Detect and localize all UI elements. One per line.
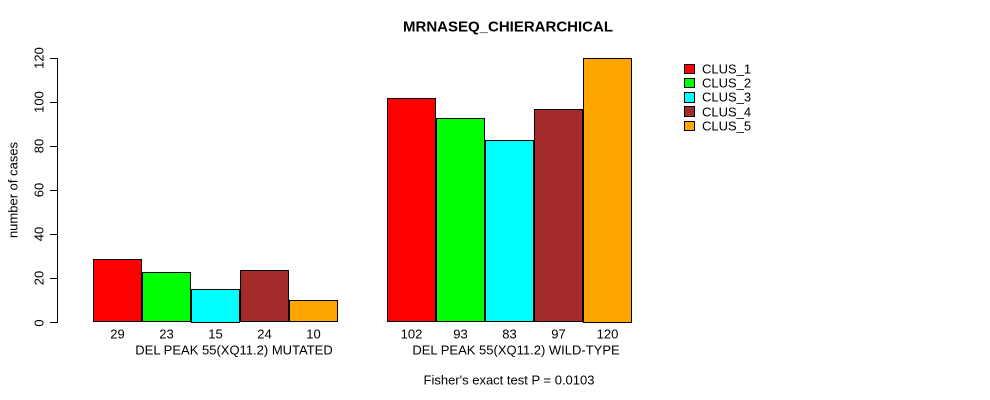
bar-clus_5-group1 <box>289 300 338 323</box>
legend-label: CLUS_3 <box>702 89 752 105</box>
legend-label: CLUS_2 <box>702 75 752 91</box>
y-axis-line <box>57 58 58 323</box>
footnote: Fisher's exact test P = 0.0103 <box>423 372 595 388</box>
y-tick-label: 0 <box>31 318 47 327</box>
y-tick-mark <box>50 233 57 235</box>
y-tick-label: 100 <box>31 91 47 113</box>
legend-label: CLUS_1 <box>702 61 752 77</box>
y-tick-mark <box>50 145 57 147</box>
group-label-wild-type: DEL PEAK 55(XQ11.2) WILD-TYPE <box>412 342 620 358</box>
bar-value-label: 102 <box>400 326 423 342</box>
y-axis-label: number of cases <box>5 141 21 239</box>
y-tick-mark <box>50 322 57 323</box>
bar-clus_2-group2 <box>436 117 485 323</box>
legend-swatch-clus_1 <box>684 63 695 74</box>
chart-title: MRNASEQ_CHIERARCHICAL <box>402 18 614 36</box>
y-tick-label: 20 <box>31 271 47 286</box>
bar-clus_1-group2 <box>387 97 436 323</box>
bar-value-label: 97 <box>551 326 566 342</box>
y-tick-mark <box>50 57 57 59</box>
y-tick-mark <box>50 277 57 279</box>
bar-clus_4-group2 <box>534 108 583 323</box>
bar-value-label: 120 <box>596 326 619 342</box>
legend-label: CLUS_5 <box>702 118 752 134</box>
bar-clus_5-group2 <box>583 58 632 323</box>
legend-swatch-clus_3 <box>684 92 695 103</box>
y-tick-mark <box>50 101 57 103</box>
y-tick-label: 80 <box>31 138 47 154</box>
bar-clus_3-group1 <box>191 289 240 323</box>
bar-value-label: 83 <box>502 326 517 342</box>
group-label-mutated: DEL PEAK 55(XQ11.2) MUTATED <box>135 342 333 358</box>
bar-clus_2-group1 <box>142 271 191 323</box>
bar-value-label: 10 <box>306 326 321 342</box>
bar-value-label: 24 <box>257 326 272 342</box>
legend-swatch-clus_4 <box>684 106 695 117</box>
legend-swatch-clus_5 <box>684 120 695 132</box>
y-tick-mark <box>50 189 57 191</box>
bar-clus_4-group1 <box>240 269 289 323</box>
bar-clus_1-group1 <box>93 258 142 323</box>
y-tick-label: 120 <box>31 47 47 69</box>
bar-clus_3-group2 <box>485 139 534 323</box>
legend-label: CLUS_4 <box>702 104 752 120</box>
legend-swatch-clus_2 <box>684 77 695 89</box>
y-tick-label: 40 <box>31 227 47 242</box>
bar-value-label: 29 <box>110 326 125 342</box>
bar-value-label: 15 <box>208 326 223 342</box>
bar-value-label: 23 <box>159 326 174 342</box>
y-tick-label: 60 <box>31 183 47 198</box>
bar-value-label: 93 <box>453 326 468 342</box>
